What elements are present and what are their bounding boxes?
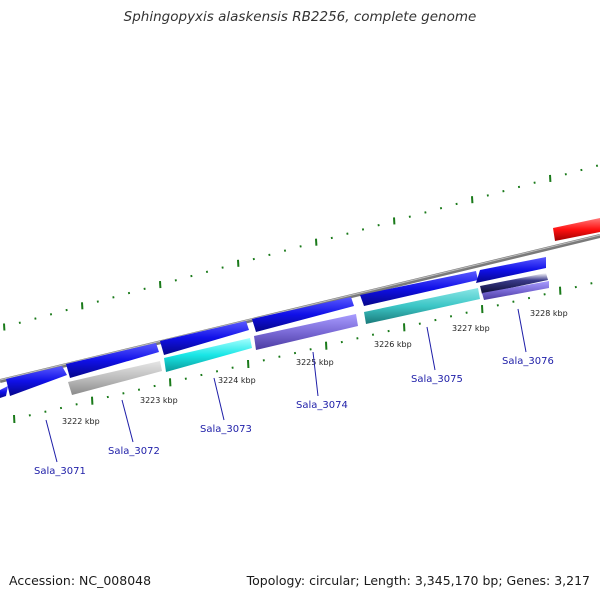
forward-gene-arrow xyxy=(0,386,8,398)
forward-gene-arrow xyxy=(252,297,354,332)
forward-gene-arrow xyxy=(66,343,159,378)
reverse-gene-arrow xyxy=(482,281,549,300)
map-title: Sphingopyxis alaskensis RB2256, complete… xyxy=(123,9,477,25)
scale-label: 3225 kbp xyxy=(296,358,334,367)
gene-label[interactable]: Sala_3072 xyxy=(108,446,160,457)
scale-label: 3223 kbp xyxy=(140,396,178,405)
forward-gene-arrow xyxy=(360,271,478,306)
reverse-strand-genes xyxy=(68,273,549,395)
genome-summary-text: Topology: circular; Length: 3,345,170 bp… xyxy=(246,573,590,588)
reverse-gene-arrow xyxy=(364,288,480,324)
scale-labels: 3222 kbp 3223 kbp 3224 kbp 3225 kbp 3226… xyxy=(62,309,568,426)
gene-label[interactable]: Sala_3074 xyxy=(296,400,348,411)
forward-strand-genes xyxy=(0,257,546,398)
gene-label[interactable]: Sala_3071 xyxy=(34,466,86,477)
scale-label: 3227 kbp xyxy=(452,324,490,333)
rna-gene-feature xyxy=(553,218,600,241)
forward-gene-arrow xyxy=(476,257,546,283)
reverse-gene-arrow xyxy=(254,314,358,350)
gene-label[interactable]: Sala_3075 xyxy=(411,374,463,385)
scale-label: 3226 kbp xyxy=(374,340,412,349)
accession-text: Accession: NC_008048 xyxy=(9,573,152,588)
gene-label-leaders xyxy=(45,308,527,463)
gene-label[interactable]: Sala_3073 xyxy=(200,424,252,435)
gene-labels: Sala_3071 Sala_3072 Sala_3073 Sala_3074 … xyxy=(34,356,554,477)
genome-backbone-highlight xyxy=(0,234,600,381)
reverse-gene-arrow xyxy=(480,273,548,294)
reverse-gene-arrow xyxy=(164,338,252,372)
inner-tick-ring xyxy=(13,282,593,424)
scale-label: 3222 kbp xyxy=(62,417,100,426)
forward-gene-arrow xyxy=(160,321,249,355)
outer-tick-ring xyxy=(3,164,599,331)
reverse-gene-arrow xyxy=(68,361,162,395)
forward-gene-arrow xyxy=(6,366,67,396)
scale-label: 3228 kbp xyxy=(530,309,568,318)
gene-label[interactable]: Sala_3076 xyxy=(502,356,554,367)
scale-label: 3224 kbp xyxy=(218,376,256,385)
